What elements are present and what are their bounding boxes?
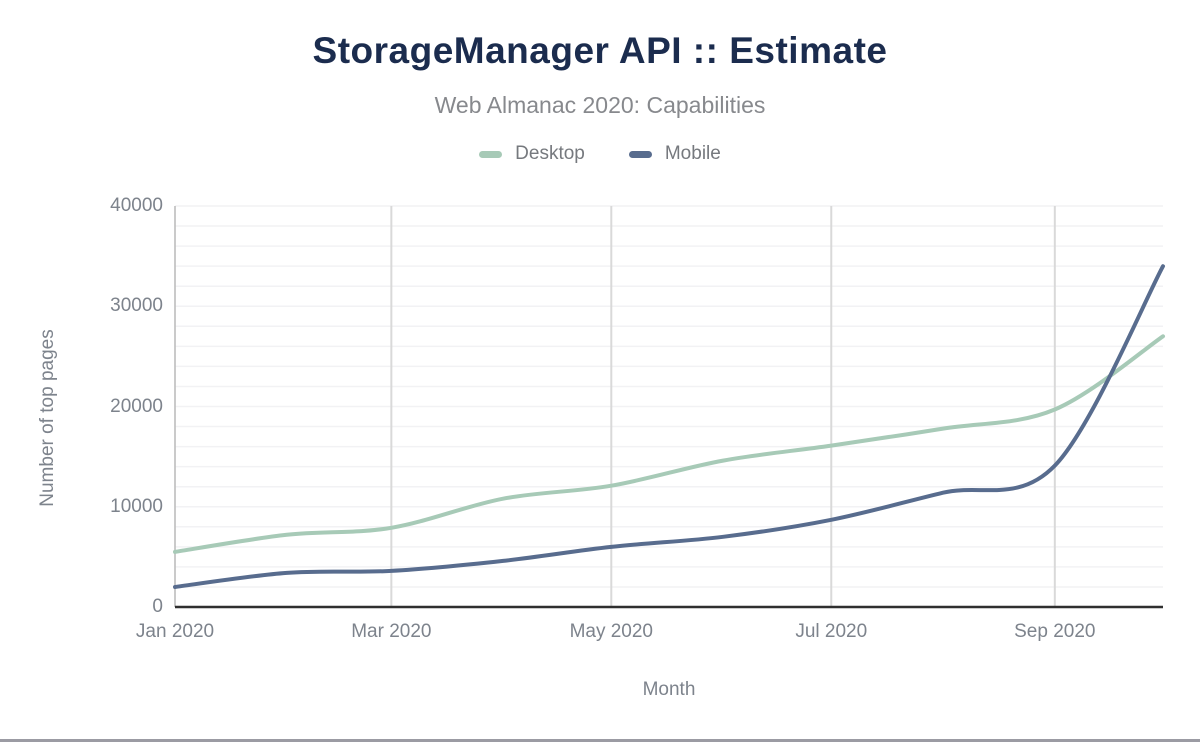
y-tick-label: 40000 [110,195,163,216]
x-tick-label: Jan 2020 [135,621,215,642]
x-tick-label: Sep 2020 [1014,621,1096,642]
desktop-line [173,334,1165,554]
legend-label-mobile: Mobile [664,143,721,164]
y-tick-label: 20000 [110,395,163,417]
legend-item-desktop[interactable]: Desktop [479,143,585,165]
x-tick-label: Mar 2020 [351,621,432,642]
y-tick-label: 30000 [110,295,163,317]
legend-item-mobile[interactable]: Mobile [628,143,721,165]
legend: Desktop Mobile [0,143,1200,165]
chart-title: StorageManager API :: Estimate [312,30,888,71]
mobile-swatch-icon [628,150,652,158]
y-axis-title: Number of top pages [37,329,58,507]
chart-subtitle: Web Almanac 2020: Capabilities [434,92,766,118]
desktop-swatch-icon [479,150,503,158]
footer-bar [0,739,1200,742]
mobile-line [173,264,1165,589]
legend-label-desktop: Desktop [515,143,585,164]
y-tick-label: 0 [152,596,163,617]
x-tick-label: Jul 2020 [795,621,868,642]
y-tick-label: 10000 [110,495,163,517]
x-tick-label: May 2020 [569,621,654,642]
x-axis-title: Month [642,679,696,700]
